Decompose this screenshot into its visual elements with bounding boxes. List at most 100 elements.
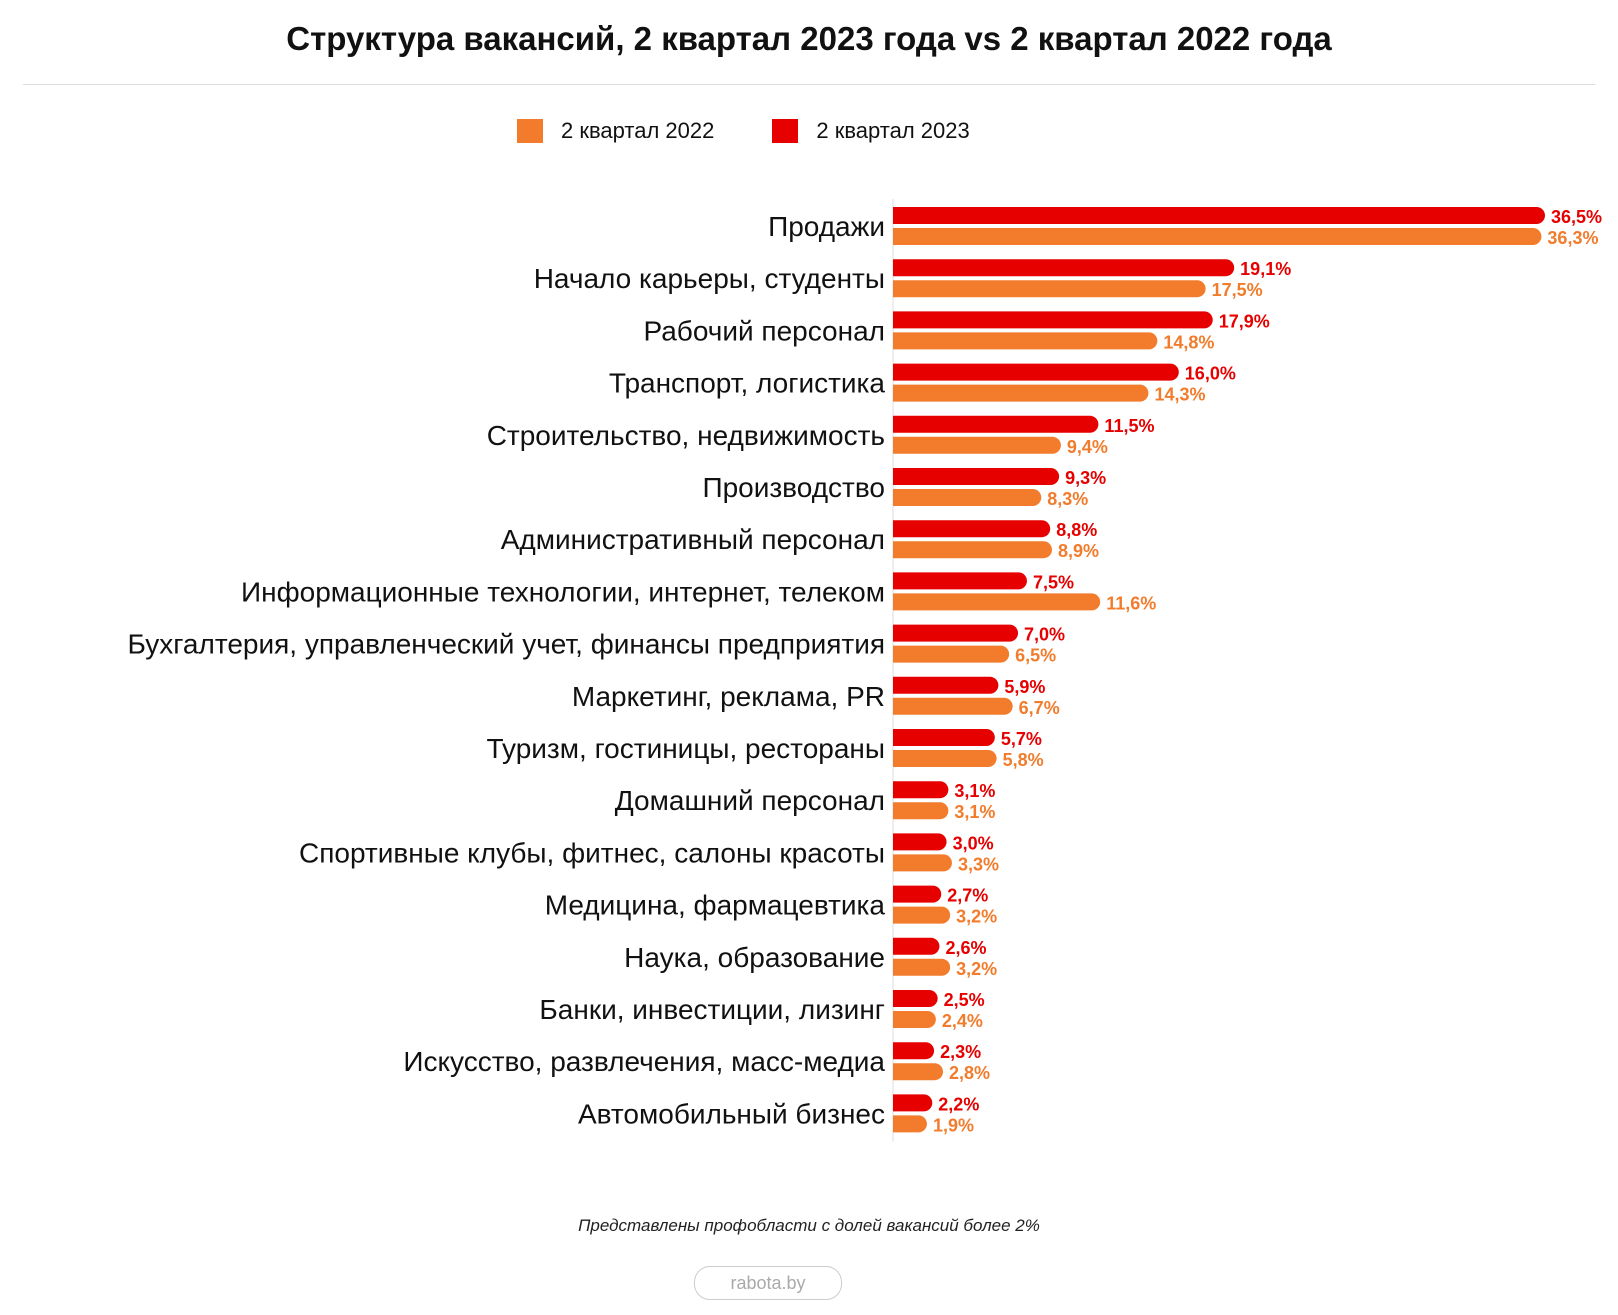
category-label: Наука, образование [624, 942, 885, 973]
data-label-2022: 2,8% [949, 1063, 990, 1083]
bar-2022 [893, 228, 1542, 245]
category-label: Домашний персонал [615, 785, 885, 816]
bar-2022 [893, 280, 1206, 298]
data-label-2022: 8,3% [1047, 489, 1088, 509]
data-label-2023: 2,3% [940, 1042, 981, 1062]
legend-swatch-2023 [772, 119, 799, 143]
data-label-2022: 2,4% [942, 1011, 983, 1031]
category-label: Строительство, недвижимость [487, 420, 885, 451]
bar-2023 [893, 207, 1545, 224]
data-label-2023: 5,9% [1004, 677, 1045, 697]
category-label: Рабочий персонал [643, 315, 885, 346]
data-label-2023: 3,0% [953, 833, 994, 853]
bar-2023 [893, 885, 942, 903]
data-label-2023: 17,9% [1219, 311, 1270, 331]
legend-item-2023: 2 квартал 2023 [772, 118, 970, 144]
category-label: Производство [702, 472, 885, 503]
bar-2023 [893, 415, 1099, 433]
category-label: Искусство, развлечения, масс-медиа [403, 1046, 885, 1077]
data-label-2023: 11,5% [1104, 416, 1154, 436]
footnote: Представлены профобласти с долей ваканси… [578, 1216, 1040, 1235]
data-label-2023: 2,2% [938, 1094, 979, 1114]
bar-2023 [893, 259, 1235, 277]
data-label-2023: 2,7% [947, 886, 988, 906]
data-label-2022: 1,9% [933, 1115, 974, 1135]
bar-2023 [893, 833, 947, 851]
data-label-2022: 14,3% [1154, 385, 1205, 405]
category-label: Продажи [768, 211, 885, 242]
data-label-2023: 16,0% [1185, 364, 1236, 384]
bar-2022 [893, 854, 952, 872]
category-label: Туризм, гостиницы, рестораны [487, 733, 886, 764]
title-divider [23, 84, 1595, 85]
legend-item-2022: 2 квартал 2022 [517, 118, 714, 144]
category-label: Начало карьеры, студенты [534, 263, 885, 294]
bar-2023 [893, 1094, 933, 1112]
bar-2022 [893, 1115, 927, 1133]
bar-2023 [893, 781, 949, 799]
bar-2022 [893, 541, 1052, 559]
legend-label-2023: 2 квартал 2023 [816, 118, 970, 143]
data-label-2022: 11,6% [1106, 593, 1156, 613]
category-label: Административный персонал [501, 524, 885, 555]
chart-title: Структура вакансий, 2 квартал 2023 года … [286, 20, 1332, 57]
category-label: Маркетинг, реклама, PR [572, 681, 885, 712]
bar-2023 [893, 572, 1027, 590]
data-label-2022: 3,2% [956, 907, 997, 927]
category-label: Спортивные клубы, фитнес, салоны красоты [299, 837, 885, 868]
data-label-2022: 3,1% [954, 802, 995, 822]
data-label-2023: 19,1% [1240, 259, 1291, 279]
bar-2023 [893, 363, 1179, 381]
bar-2023 [893, 990, 938, 1007]
bar-2023 [893, 624, 1019, 642]
data-label-2022: 8,9% [1058, 541, 1099, 561]
category-label: Медицина, фармацевтика [545, 890, 886, 921]
data-label-2022: 9,4% [1067, 437, 1108, 457]
data-label-2022: 36,3% [1547, 228, 1598, 248]
data-label-2023: 9,3% [1065, 468, 1106, 488]
category-label: Банки, инвестиции, лизинг [539, 994, 885, 1025]
bar-2022 [893, 1063, 944, 1081]
bar-2022 [893, 436, 1061, 454]
bar-2022 [893, 750, 997, 767]
legend: 2 квартал 2022 2 квартал 2023 [517, 118, 970, 144]
bar-2022 [893, 593, 1101, 611]
bar-2023 [893, 1042, 935, 1060]
bar-2022 [893, 645, 1010, 663]
bar-2022 [893, 958, 951, 976]
data-label-2023: 36,5% [1551, 207, 1602, 227]
data-label-2022: 3,2% [956, 959, 997, 979]
data-label-2022: 5,8% [1003, 750, 1044, 770]
data-label-2023: 3,1% [954, 781, 995, 801]
bar-2023 [893, 520, 1051, 538]
bar-2023 [892, 468, 1060, 485]
bar-2023 [893, 729, 995, 746]
data-label-2023: 2,5% [944, 990, 985, 1010]
bar-2023 [893, 937, 940, 955]
bar-2022 [893, 384, 1149, 402]
data-label-2023: 7,5% [1033, 572, 1074, 592]
bar-2022 [893, 802, 949, 820]
data-label-2022: 3,3% [958, 854, 999, 874]
category-label: Транспорт, логистика [609, 368, 886, 399]
data-label-2022: 14,8% [1163, 332, 1214, 352]
bar-2022 [892, 332, 1158, 350]
data-label-2022: 17,5% [1212, 280, 1263, 300]
data-label-2023: 7,0% [1024, 625, 1065, 645]
bar-2022 [893, 489, 1042, 506]
data-label-2022: 6,5% [1015, 646, 1056, 666]
data-label-2023: 2,6% [945, 938, 986, 958]
category-label: Автомобильный бизнес [578, 1098, 885, 1129]
data-label-2023: 8,8% [1056, 520, 1097, 540]
category-label: Информационные технологии, интернет, тел… [241, 576, 885, 607]
bar-2023 [893, 676, 999, 694]
bar-2022 [893, 697, 1013, 715]
bar-2022 [893, 1011, 936, 1028]
data-label-2022: 6,7% [1019, 698, 1060, 718]
brand-logo: rabota.by [694, 1266, 842, 1300]
legend-label-2022: 2 квартал 2022 [561, 118, 715, 143]
bar-2023 [893, 311, 1213, 329]
data-label-2023: 5,7% [1001, 729, 1042, 749]
bar-2022 [893, 906, 951, 924]
